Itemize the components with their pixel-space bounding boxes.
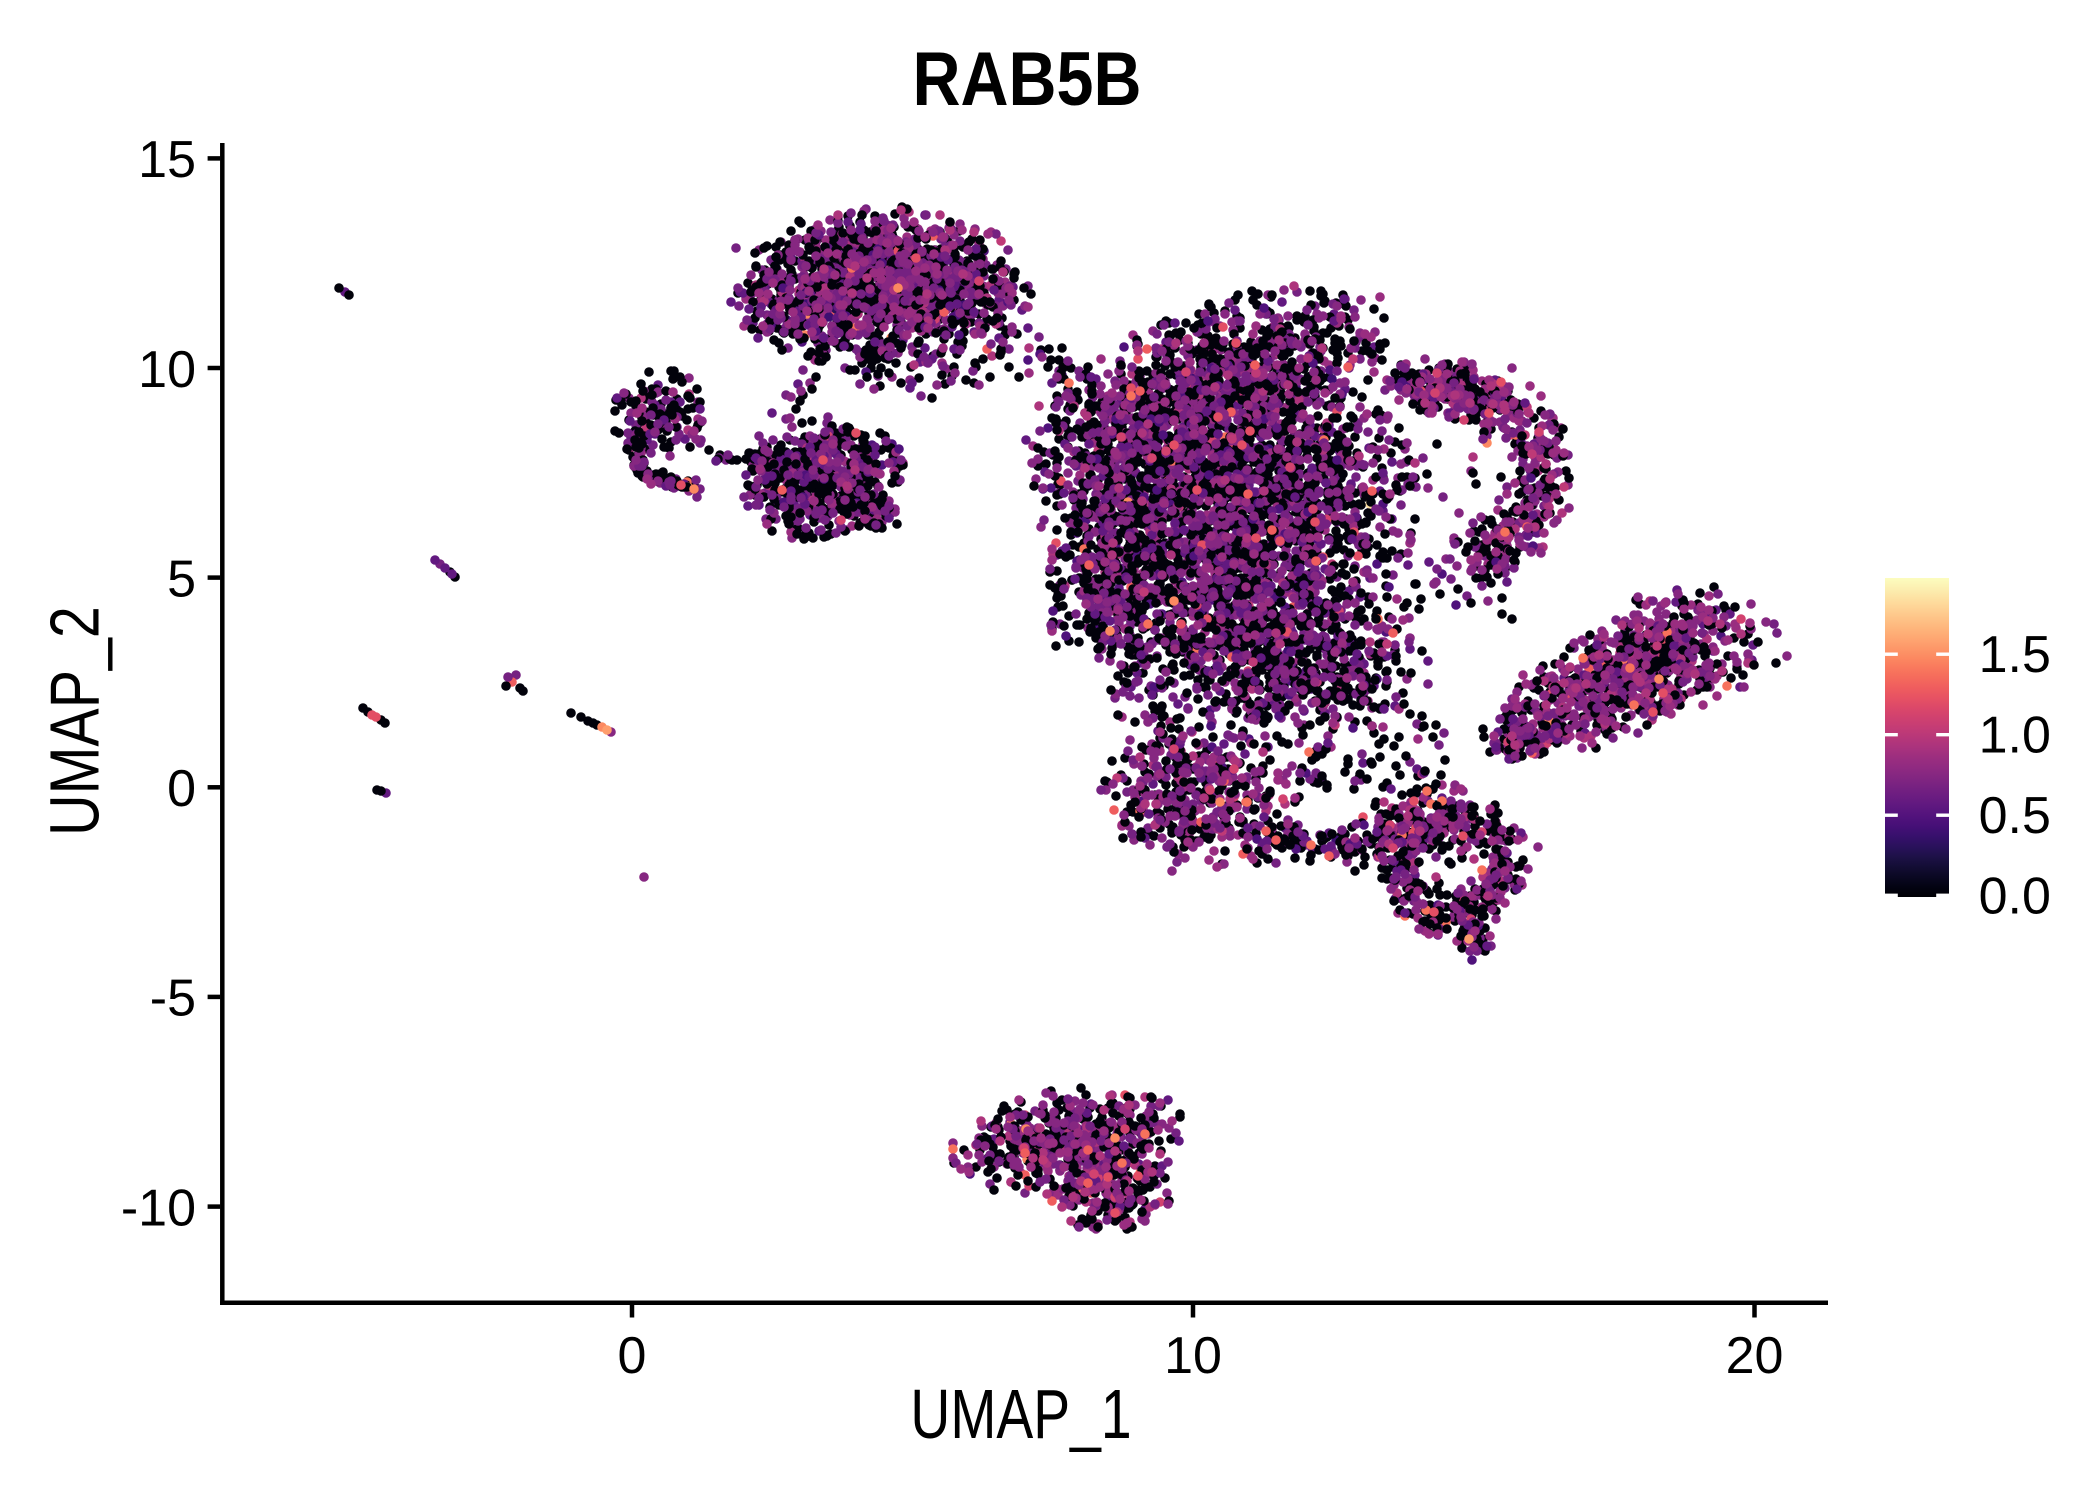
- svg-text:0.5: 0.5: [1979, 787, 2051, 845]
- svg-text:15: 15: [138, 131, 196, 189]
- svg-text:UMAP_1: UMAP_1: [910, 1376, 1131, 1454]
- svg-text:0: 0: [167, 760, 196, 818]
- svg-text:10: 10: [138, 341, 196, 399]
- svg-text:5: 5: [167, 550, 196, 608]
- svg-text:0: 0: [618, 1327, 647, 1385]
- svg-text:10: 10: [1164, 1327, 1222, 1385]
- svg-text:1.5: 1.5: [1979, 626, 2051, 684]
- svg-text:UMAP_2: UMAP_2: [35, 606, 114, 836]
- svg-text:RAB5B: RAB5B: [912, 37, 1141, 122]
- svg-text:0.0: 0.0: [1979, 867, 2051, 925]
- svg-text:-10: -10: [121, 1179, 196, 1237]
- svg-text:1.0: 1.0: [1979, 706, 2051, 764]
- svg-text:20: 20: [1726, 1327, 1784, 1385]
- svg-text:-5: -5: [150, 970, 196, 1028]
